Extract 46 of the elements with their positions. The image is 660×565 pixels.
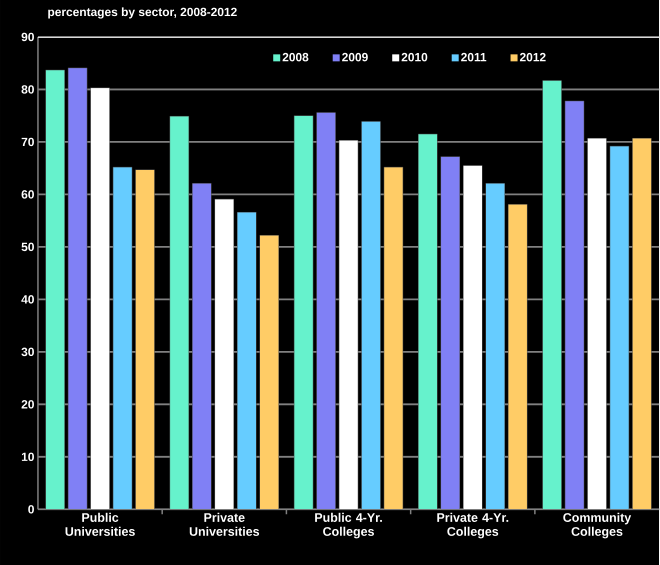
bar [338,140,358,510]
x-tick-label: Private 4-Yr. Colleges [437,512,508,538]
y-tick-label: 80 [22,85,34,94]
bar [587,138,607,510]
bar [316,112,336,510]
bar [45,70,65,510]
x-tick-label: Private Universities [190,512,260,536]
bar [485,183,505,510]
y-tick-label: 90 [22,32,34,42]
bar [214,198,234,510]
bar [135,169,155,510]
y-tick-label: 10 [22,452,34,461]
legend-label: 2009 [342,52,368,62]
bar [564,100,584,510]
bar [384,166,404,510]
bar [542,80,562,510]
y-tick-label: 40 [21,295,34,304]
bar [90,87,110,510]
y-tick-label: 60 [22,190,34,199]
legend-label: 2011 [461,52,486,62]
bar [112,166,132,510]
y-tick-label: 20 [22,400,34,408]
chart-title: percentages by sector, 2008-2012 [48,7,237,18]
y-tick-label: 30 [21,348,34,356]
bar [361,121,381,510]
bar [294,115,314,510]
bar [68,68,88,510]
y-tick-label: 0 [28,504,34,514]
legend-label: 2012 [520,52,546,62]
bar [508,204,528,510]
bar [170,116,190,510]
x-tick-label: Public Universities [66,512,135,536]
x-tick-label: Public 4-Yr. Colleges [315,512,382,538]
bar [260,234,279,510]
bar [192,183,212,510]
bar [632,138,652,510]
legend-label: 2008 [282,52,308,62]
y-tick-label: 50 [22,242,34,251]
bar [440,156,460,510]
legend-label: 2010 [402,52,428,62]
x-tick-label: Community Colleges [563,512,632,538]
y-tick-label: 70 [22,138,34,146]
bar [237,212,257,510]
bar [610,146,630,510]
bar [463,165,482,510]
bar [418,134,438,510]
